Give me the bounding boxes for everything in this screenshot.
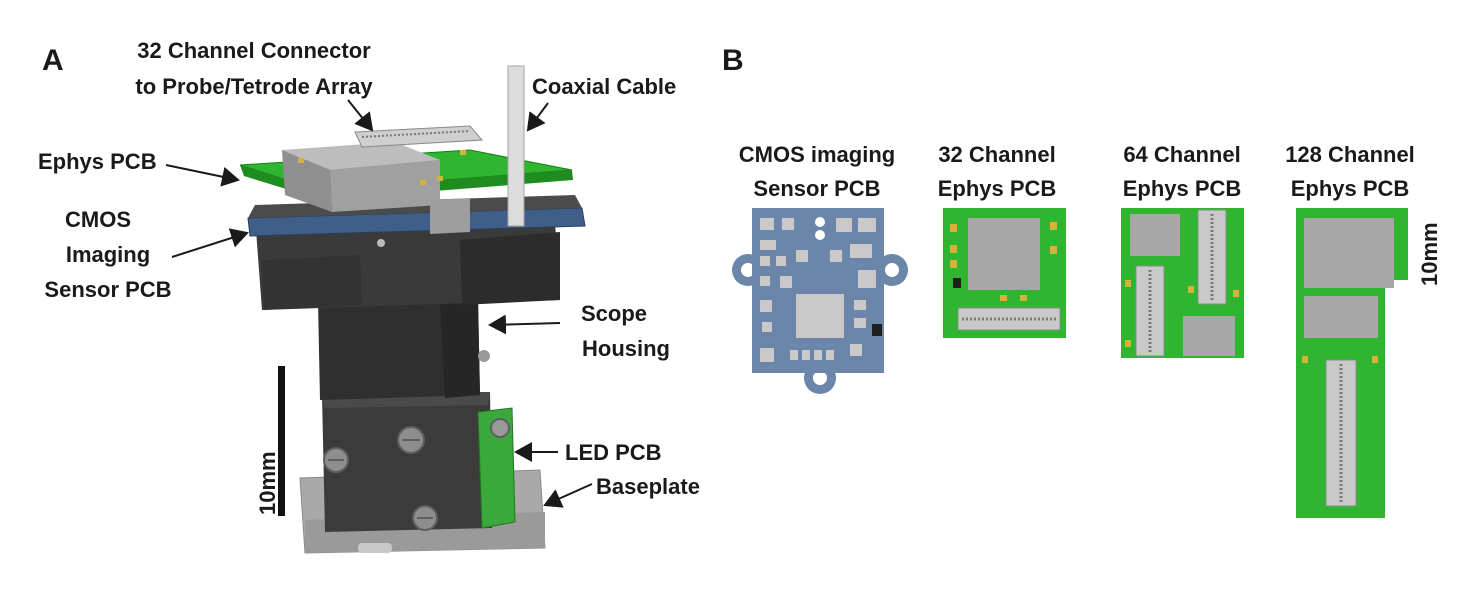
scale-bar-a: 10mm [255,366,285,516]
board-title-cmos-line2: Sensor PCB [753,176,880,201]
board-title-cmos-line1: CMOS imaging [739,142,895,167]
ephys-pcb-part [239,125,573,234]
label-scope-line2: Housing [582,336,670,361]
lower-housing [322,392,492,532]
label-scope-line1: Scope [581,301,647,326]
label-connector-line2: to Probe/Tetrode Array [135,74,373,99]
arrow-ephys-pcb [165,164,240,187]
label-cmos-line3: Sensor PCB [44,277,171,302]
board-title-32ch-line2: Ephys PCB [938,176,1057,201]
label-baseplate: Baseplate [596,474,700,499]
panel-b: B CMOS imaging Sensor PCB 32 Channel Eph… [722,44,1442,518]
board-128ch [1296,208,1408,518]
panel-b-letter: B [722,44,744,77]
label-connector-line1: 32 Channel Connector [137,38,371,63]
label-cmos-line2: Imaging [66,242,150,267]
board-title-128ch-line1: 128 Channel [1285,142,1415,167]
led-pcb-part [477,407,516,529]
miniscope-render [239,65,586,554]
arrow-cmos [171,228,249,258]
board-32ch [943,208,1066,338]
board-title-64ch-line1: 64 Channel [1123,142,1240,167]
label-led-pcb: LED PCB [565,440,662,465]
board-title-32ch-line1: 32 Channel [938,142,1055,167]
coaxial-cable-part [507,65,525,227]
arrow-baseplate [543,483,593,508]
cmos-sensor-board [732,208,908,394]
label-ephys-pcb: Ephys PCB [38,149,157,174]
board-title-64ch-line2: Ephys PCB [1123,176,1242,201]
scope-housing-part [318,298,490,400]
arrow-connector [347,99,374,132]
label-cmos-line1: CMOS [65,207,131,232]
panel-a: A [38,38,700,554]
scale-label-a: 10mm [255,451,280,515]
callouts-a: 32 Channel Connector to Probe/Tetrode Ar… [38,38,700,508]
upper-housing [256,222,560,310]
arrow-coax [526,102,549,132]
label-coax: Coaxial Cable [532,74,676,99]
panel-a-letter: A [42,44,64,77]
arrow-scope [488,314,561,335]
board-title-128ch-line2: Ephys PCB [1291,176,1410,201]
scale-label-b: 10mm [1417,222,1442,286]
board-64ch [1121,208,1244,358]
